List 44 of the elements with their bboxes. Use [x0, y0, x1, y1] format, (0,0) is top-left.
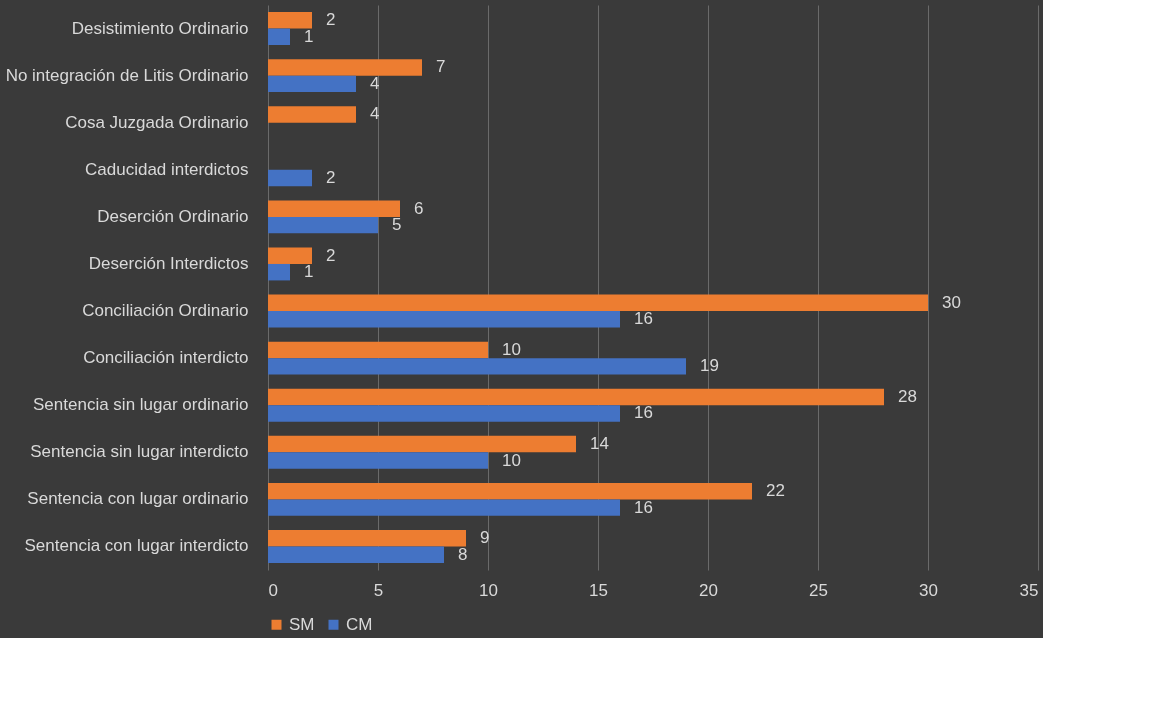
data-label: 2 — [326, 168, 336, 188]
data-label: 1 — [304, 26, 314, 46]
data-label: 16 — [634, 497, 653, 517]
y-tick-label: Conciliación Ordinario — [82, 301, 249, 321]
x-tick-label: 15 — [589, 580, 608, 600]
data-label: 7 — [436, 57, 446, 77]
x-tick-label: 10 — [479, 580, 498, 600]
y-tick-label: No integración de Litis Ordinario — [5, 65, 249, 85]
data-label: 8 — [458, 544, 468, 564]
data-label: 16 — [634, 403, 653, 423]
y-tick-label: Desistimiento Ordinario — [71, 18, 249, 38]
data-label: 2 — [326, 245, 336, 265]
data-label: 28 — [898, 386, 917, 406]
y-tick-label: Conciliación interdicto — [83, 348, 249, 368]
data-label: 9 — [480, 528, 490, 548]
data-label: 10 — [502, 339, 521, 359]
y-tick-label: Deserción Interdictos — [88, 253, 249, 273]
data-label: 10 — [502, 450, 521, 470]
data-label: 16 — [634, 309, 653, 329]
y-tick-label: Sentencia con lugar ordinario — [27, 489, 249, 509]
data-label: 30 — [942, 292, 961, 312]
data-label: 6 — [414, 198, 424, 218]
data-label: 4 — [370, 73, 380, 93]
x-tick-label: 30 — [919, 580, 938, 600]
y-tick-label: Sentencia con lugar interdicto — [24, 536, 249, 556]
x-tick-label: 0 — [268, 580, 278, 600]
y-tick-label: Sentencia sin lugar interdicto — [30, 442, 249, 462]
legend-label: CM — [346, 614, 373, 634]
data-label: 19 — [700, 356, 719, 376]
y-tick-label: Sentencia sin lugar ordinario — [33, 395, 249, 415]
y-tick-label: Cosa Juzgada Ordinario — [65, 112, 249, 132]
data-label: 1 — [304, 262, 314, 282]
data-label: 14 — [590, 434, 609, 454]
legend-label: SM — [289, 614, 315, 634]
x-tick-label: 35 — [1019, 580, 1039, 600]
y-tick-label: Deserción Ordinario — [97, 206, 249, 226]
data-label: 2 — [326, 10, 336, 30]
x-tick-label: 20 — [699, 580, 718, 600]
data-label: 5 — [392, 215, 402, 235]
data-label: 22 — [766, 481, 785, 501]
data-label: 4 — [370, 104, 380, 124]
y-tick-label: Caducidad interdictos — [85, 159, 249, 179]
x-tick-label: 25 — [809, 580, 828, 600]
x-tick-label: 5 — [373, 580, 384, 600]
